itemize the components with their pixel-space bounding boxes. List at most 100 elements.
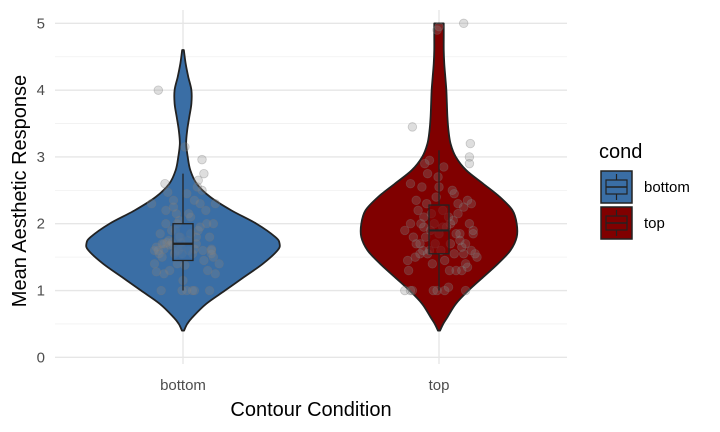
point-top [449, 188, 459, 199]
point-top [431, 192, 441, 202]
point-bottom [189, 285, 200, 296]
grid-lines [55, 10, 567, 364]
point-top [432, 25, 442, 35]
point-bottom [180, 142, 190, 152]
point-top [460, 239, 471, 249]
point-top [407, 285, 418, 296]
point-bottom [154, 249, 164, 259]
point-bottom [151, 242, 162, 252]
point-top [466, 245, 477, 256]
box-bottom [172, 223, 194, 262]
point-bottom [155, 229, 165, 239]
point-top [403, 265, 414, 276]
x-tick-label-top: top [429, 377, 450, 394]
point-bottom [171, 209, 182, 219]
point-top [407, 122, 418, 132]
point-bottom [159, 239, 169, 249]
point-top [424, 155, 435, 165]
point-top [411, 195, 421, 206]
point-top [405, 219, 416, 229]
legend-label-bottom: bottom [644, 179, 690, 196]
legend-entries: bottom top [600, 170, 690, 240]
point-bottom [202, 265, 213, 276]
point-bottom [204, 285, 215, 296]
point-top [419, 212, 429, 222]
point-bottom [198, 245, 208, 256]
point-top [416, 219, 426, 229]
point-top [443, 282, 454, 292]
point-bottom [159, 244, 169, 254]
y-axis-title: Mean Aesthetic Response [9, 75, 31, 307]
point-top [457, 265, 467, 276]
point-bottom [197, 154, 207, 165]
legend-entry-top: top [600, 206, 665, 240]
point-top [464, 158, 475, 169]
point-bottom [206, 245, 217, 256]
point-top [427, 259, 438, 269]
point-bottom [182, 285, 192, 296]
point-bottom [157, 239, 167, 249]
point-top [411, 239, 421, 249]
point-top [402, 255, 413, 266]
point-bottom [210, 198, 221, 209]
point-bottom [201, 205, 211, 216]
point-bottom [182, 188, 192, 199]
point-bottom [204, 232, 215, 242]
point-top [462, 195, 473, 206]
point-top [415, 249, 425, 259]
point-top [433, 172, 443, 182]
y-tick-label-5: 5 [37, 15, 45, 32]
point-top [466, 198, 477, 209]
point-bottom [208, 219, 219, 229]
point-bottom [163, 187, 173, 198]
point-top [459, 249, 469, 259]
point-bottom [185, 212, 196, 222]
boxplot-layer [172, 150, 450, 291]
point-bottom [157, 252, 167, 262]
point-bottom [183, 209, 194, 219]
legend-label-top: top [644, 215, 665, 232]
y-tick-labels: 0 1 2 3 4 5 [37, 15, 45, 366]
point-top [457, 242, 467, 252]
y-tick-label-2: 2 [37, 216, 45, 233]
point-bottom [168, 195, 179, 206]
violin-layer [85, 22, 519, 332]
point-bottom [210, 269, 221, 279]
x-axis-title: Contour Condition [230, 399, 391, 421]
legend: cond bottom top [599, 141, 690, 240]
point-bottom [214, 259, 224, 269]
point-top [468, 229, 478, 239]
point-top [464, 152, 475, 162]
point-bottom [146, 198, 157, 209]
point-bottom [197, 185, 207, 196]
point-top [447, 185, 458, 196]
x-tick-label-bottom: bottom [160, 377, 206, 394]
point-bottom [206, 244, 217, 254]
point-top [439, 162, 449, 172]
point-bottom [156, 285, 166, 296]
point-top [444, 265, 455, 276]
point-top [451, 265, 461, 276]
point-bottom [177, 285, 187, 296]
point-top [440, 285, 450, 296]
legend-entry-bottom: bottom [600, 170, 690, 204]
point-top [455, 229, 465, 239]
point-bottom [161, 219, 171, 229]
point-top [453, 198, 463, 209]
point-top [468, 225, 478, 236]
y-tick-label-0: 0 [37, 349, 45, 366]
point-top [460, 285, 471, 296]
point-bottom [195, 222, 205, 232]
point-bottom [149, 245, 160, 256]
point-top [405, 285, 416, 296]
point-bottom [195, 198, 205, 209]
point-bottom [193, 175, 203, 186]
point-bottom [187, 285, 198, 296]
point-bottom [159, 269, 169, 279]
legend-title: cond [599, 141, 642, 163]
point-bottom [189, 195, 200, 206]
point-top [415, 239, 425, 249]
point-top [462, 262, 473, 272]
point-top [464, 219, 475, 229]
